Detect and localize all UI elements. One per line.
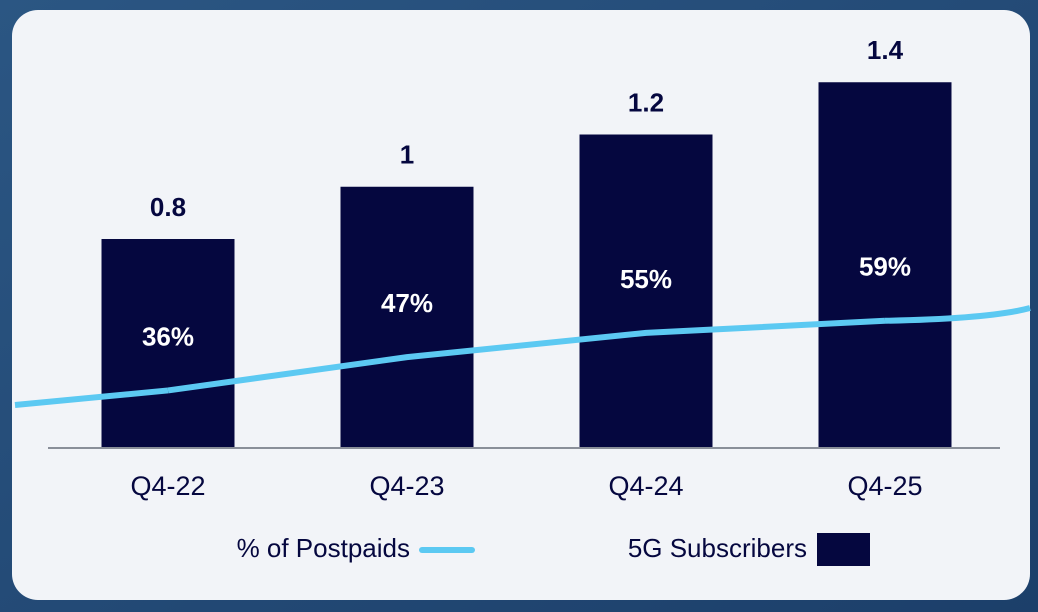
legend-swatch xyxy=(817,533,870,566)
value-label: 1.2 xyxy=(628,87,664,117)
bar xyxy=(340,186,474,448)
value-label: 59% xyxy=(859,252,911,282)
panel xyxy=(12,10,1030,600)
value-label: 47% xyxy=(381,288,433,318)
bar xyxy=(818,82,952,448)
value-label: 0.8 xyxy=(150,192,186,222)
value-label: 1.4 xyxy=(867,35,904,65)
line-extension xyxy=(14,387,169,408)
legend-label: 5G Subscribers xyxy=(628,533,807,563)
value-label: 55% xyxy=(620,264,672,294)
value-label: 36% xyxy=(142,321,194,351)
x-tick-label: Q4-25 xyxy=(847,471,922,501)
bar xyxy=(101,239,235,448)
x-tick-label: Q4-22 xyxy=(130,471,205,501)
value-label: 1 xyxy=(400,140,414,170)
legend-label: % of Postpaids xyxy=(237,533,410,563)
bar xyxy=(579,134,713,448)
plot: 0.8 1 1.2 1.4 36% 47% 55% 59% Q4-22 Q4-23 Q4-24 Q4-… xyxy=(14,35,1031,566)
x-tick-label: Q4-24 xyxy=(608,471,683,501)
line-extension xyxy=(884,305,1031,324)
line xyxy=(167,317,886,394)
x-tick-label: Q4-23 xyxy=(369,471,444,501)
